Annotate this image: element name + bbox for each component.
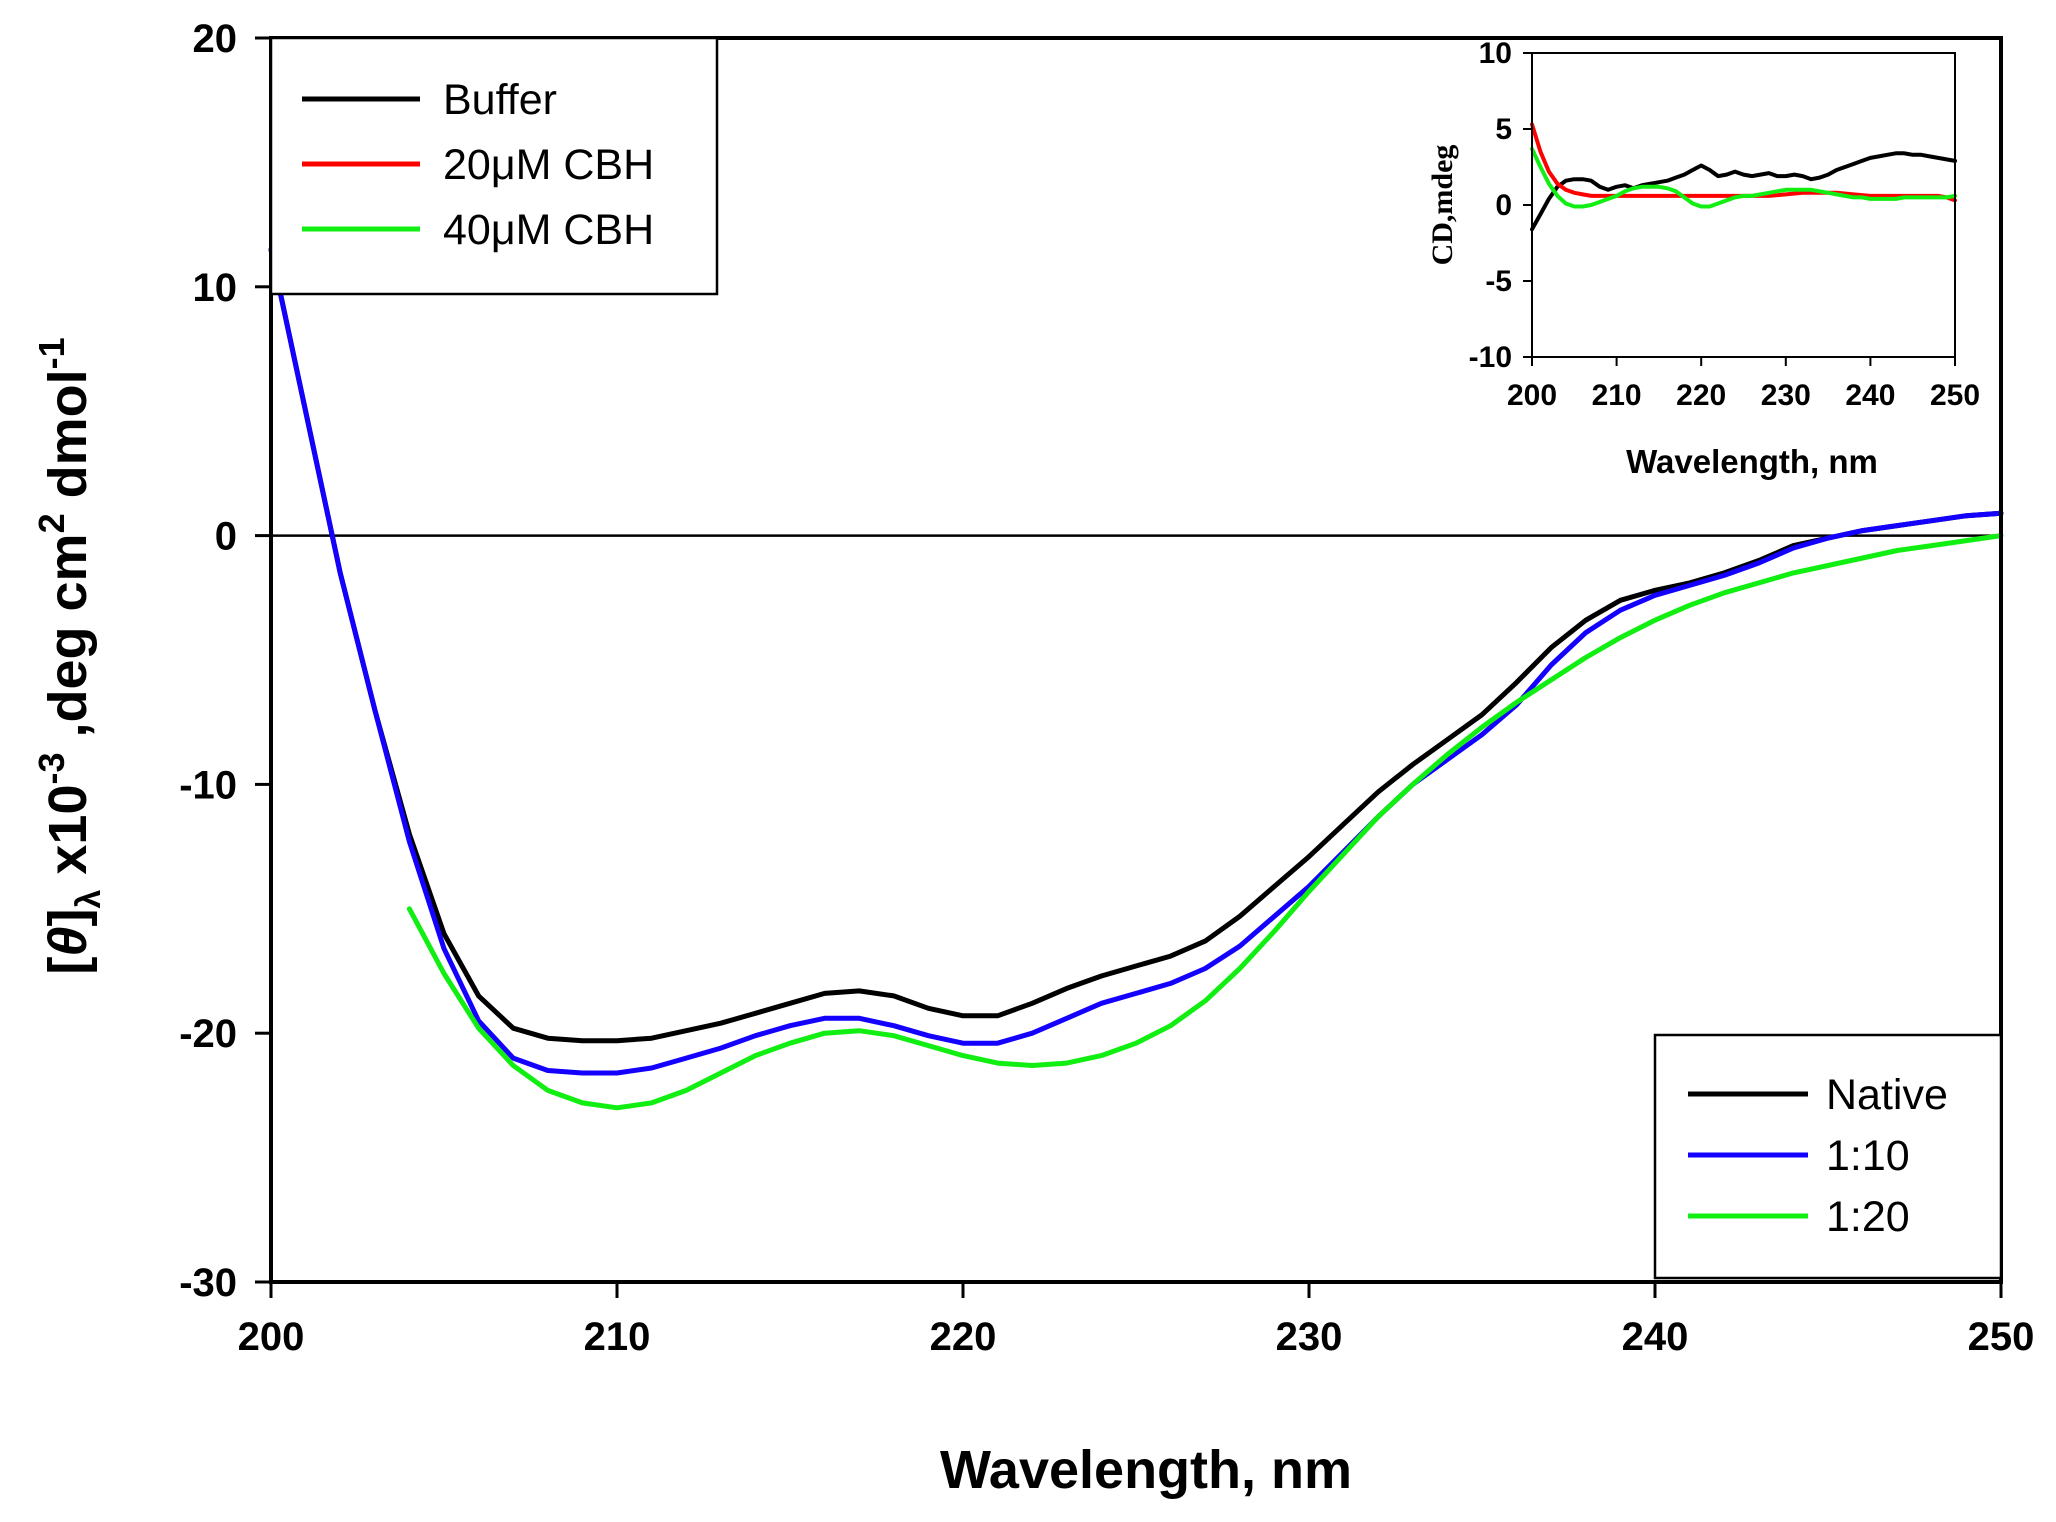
main-x-axis-title: Wavelength, nm [940,1440,1352,1500]
main-series-group [268,247,2004,1111]
inset-legend: Buffer 20μM CBH 40μM CBH [269,36,719,296]
main-y-tick-label: 10 [193,266,238,310]
inset-y-tick-label: -5 [1485,265,1512,298]
inset-x-tick-label: 250 [1930,379,1980,412]
main-legend: Native 1:10 1:20 [1653,1033,2003,1280]
inset-x-ticks: 200 210 220 230 240 250 [1507,357,1980,412]
inset-x-axis-title: Wavelength, nm [1626,443,1878,480]
inset-x-tick-label: 240 [1845,379,1895,412]
main-x-tick-label: 230 [1276,1315,1343,1359]
inset-y-tick-label: -10 [1469,341,1512,374]
main-y-tick-label: -10 [179,763,237,807]
legend-label-1-20: 1:20 [1826,1193,1910,1241]
main-x-tick-label: 240 [1622,1315,1689,1359]
inset-series-line-20-m-cbh [1530,122,1957,203]
main-y-tick-label: 0 [215,515,237,559]
main-series-line-1-20 [406,533,2004,1111]
main-plot: 200 210 220 230 240 250 -30 -20 -10 0 10 20 Wavele… [31,17,2034,1500]
inset-x-tick-label: 200 [1507,379,1557,412]
main-x-tick-label: 210 [584,1315,651,1359]
main-plot-frame [269,36,2003,1284]
inset-x-tick-label: 220 [1676,379,1726,412]
legend-label-20um-cbh: 20μM CBH [443,141,654,189]
inset-plot: 200 210 220 230 240 250 -10 -5 0 5 10 Wavelength,… [1426,37,1980,480]
inset-y-tick-label: 5 [1495,113,1512,146]
inset-y-tick-label: 0 [1495,189,1512,222]
inset-y-axis-title: CD,mdeg [1426,145,1459,266]
main-y-ticks: -30 -20 -10 0 10 20 [179,17,271,1305]
main-x-tick-label: 220 [930,1315,997,1359]
inset-plot-background [1532,53,1955,357]
inset-series-group [1530,122,1957,232]
inset-y-tick-label: 10 [1479,37,1512,70]
legend-label-buffer: Buffer [443,76,557,124]
legend-label-1-10: 1:10 [1826,1132,1910,1180]
inset-y-ticks: -10 -5 0 5 10 [1469,37,1532,374]
main-y-tick-label: -20 [179,1012,237,1056]
inset-x-tick-label: 210 [1592,379,1642,412]
inset-series-line-40-m-cbh [1530,146,1957,209]
legend-label-40um-cbh: 40μM CBH [443,206,654,254]
main-x-ticks: 200 210 220 230 240 250 [238,1282,2035,1359]
legend-label-native: Native [1826,1071,1948,1119]
inset-x-tick-label: 230 [1761,379,1811,412]
inset-series-line-buffer [1530,151,1957,232]
main-x-tick-label: 250 [1968,1315,2035,1359]
main-y-tick-label: 20 [193,17,238,61]
main-y-tick-label: -30 [179,1261,237,1305]
main-y-axis-title: [θ]λ x10-3 ,deg cm2 dmol-1 [31,337,108,974]
main-series-line-1-10 [268,247,2004,1076]
main-x-tick-label: 200 [238,1315,305,1359]
